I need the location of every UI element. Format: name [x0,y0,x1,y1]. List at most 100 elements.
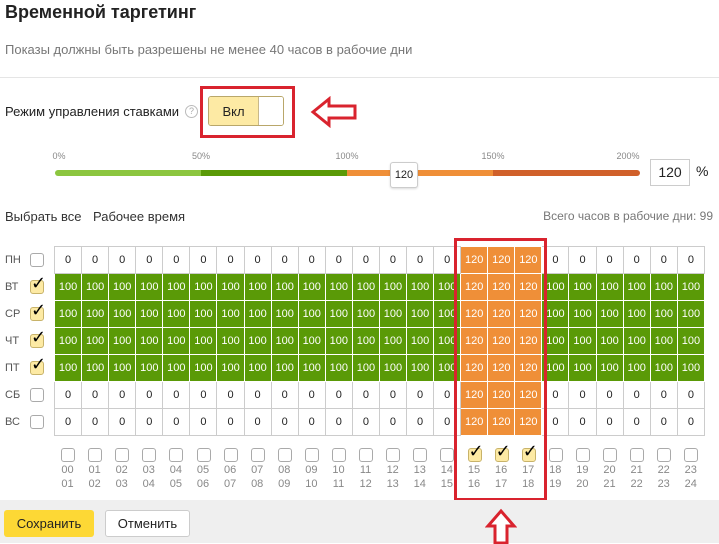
hour-cell[interactable]: 0 [189,246,218,274]
hour-checkbox[interactable] [115,448,130,462]
hour-cell[interactable]: 100 [568,327,597,355]
hour-cell[interactable]: 0 [270,381,299,409]
hour-cell[interactable]: 100 [406,300,435,328]
hour-cell[interactable]: 0 [297,246,326,274]
hour-cell[interactable]: 100 [81,273,110,301]
hour-checkbox[interactable] [359,448,374,462]
help-icon[interactable]: ? [185,105,198,118]
hour-cell[interactable]: 0 [135,381,164,409]
hour-cell[interactable]: 100 [568,300,597,328]
hour-cell[interactable]: 120 [514,354,543,382]
hour-cell[interactable]: 0 [243,408,272,436]
hour-cell[interactable]: 0 [622,246,651,274]
hour-cell[interactable]: 100 [297,327,326,355]
hour-cell[interactable]: 100 [243,300,272,328]
hour-cell[interactable]: 0 [135,408,164,436]
hour-checkbox[interactable] [494,441,511,462]
hour-cell[interactable]: 100 [108,354,137,382]
day-checkbox[interactable] [30,415,44,429]
day-checkbox[interactable] [30,300,46,321]
slider-handle[interactable]: 120 [390,162,418,188]
hour-checkbox[interactable] [684,448,699,462]
bid-mode-toggle[interactable]: Вкл [208,96,284,126]
hour-checkbox[interactable] [277,448,292,462]
hour-cell[interactable]: 0 [378,246,408,274]
day-checkbox[interactable] [30,354,46,375]
hour-cell[interactable]: 100 [676,300,706,328]
hour-cell[interactable]: 100 [108,273,137,301]
hour-cell[interactable]: 100 [622,354,651,382]
hour-cell[interactable]: 100 [243,354,272,382]
hour-cell[interactable]: 100 [676,273,706,301]
hour-cell[interactable]: 100 [324,327,353,355]
hour-cell[interactable]: 100 [216,300,245,328]
hour-cell[interactable]: 0 [622,381,651,409]
hour-cell[interactable]: 100 [568,273,597,301]
hour-cell[interactable]: 100 [189,300,218,328]
hour-cell[interactable]: 0 [595,408,624,436]
hour-cell[interactable]: 100 [135,354,164,382]
hour-cell[interactable]: 100 [622,273,651,301]
hour-cell[interactable]: 100 [595,300,624,328]
hour-checkbox[interactable] [169,448,184,462]
hour-cell[interactable]: 0 [649,408,678,436]
hour-cell[interactable]: 0 [595,246,624,274]
hour-cell[interactable]: 0 [378,381,408,409]
hour-checkbox[interactable] [88,448,103,462]
hour-cell[interactable]: 120 [514,408,543,436]
hour-cell[interactable]: 100 [351,300,380,328]
hour-cell[interactable]: 100 [270,327,299,355]
hour-cell[interactable]: 100 [649,327,678,355]
hour-cell[interactable]: 100 [81,300,110,328]
hour-cell[interactable]: 0 [568,246,597,274]
hour-cell[interactable]: 0 [649,246,678,274]
hour-checkbox[interactable] [603,448,617,462]
hour-checkbox[interactable] [467,441,484,462]
hour-cell[interactable]: 100 [270,300,299,328]
hour-checkbox[interactable] [521,441,538,462]
hour-cell[interactable]: 100 [676,327,706,355]
hour-cell[interactable]: 0 [297,408,326,436]
day-checkbox[interactable] [30,388,44,402]
hour-cell[interactable]: 120 [460,354,489,382]
hour-cell[interactable]: 100 [81,327,110,355]
hour-cell[interactable]: 100 [324,354,353,382]
hour-cell[interactable]: 100 [135,300,164,328]
hour-cell[interactable]: 0 [108,246,137,274]
hour-checkbox[interactable] [657,448,672,462]
hour-cell[interactable]: 0 [243,381,272,409]
hour-cell[interactable]: 100 [108,300,137,328]
hour-cell[interactable]: 100 [189,327,218,355]
hour-cell[interactable]: 0 [406,381,435,409]
hour-checkbox[interactable] [142,448,157,462]
hour-cell[interactable]: 0 [568,381,597,409]
hour-cell[interactable]: 0 [108,408,137,436]
hour-cell[interactable]: 100 [162,300,191,328]
hour-cell[interactable]: 100 [53,273,83,301]
hour-cell[interactable]: 100 [351,354,380,382]
hour-cell[interactable]: 100 [189,354,218,382]
hour-cell[interactable]: 0 [297,381,326,409]
hour-cell[interactable]: 100 [162,327,191,355]
hour-checkbox[interactable] [413,448,428,462]
hour-cell[interactable]: 0 [622,408,651,436]
hour-cell[interactable]: 100 [270,354,299,382]
hour-cell[interactable]: 0 [324,381,353,409]
hour-cell[interactable]: 100 [53,327,83,355]
hour-cell[interactable]: 0 [406,408,435,436]
hour-cell[interactable]: 0 [243,246,272,274]
percent-input[interactable]: 120 [650,159,690,186]
hour-cell[interactable]: 0 [162,246,191,274]
hour-cell[interactable]: 0 [270,246,299,274]
hour-cell[interactable]: 100 [378,273,408,301]
hour-checkbox[interactable] [386,448,401,462]
hour-cell[interactable]: 120 [460,273,489,301]
hour-cell[interactable]: 120 [514,327,543,355]
hour-cell[interactable]: 0 [568,408,597,436]
hour-cell[interactable]: 100 [378,300,408,328]
hour-cell[interactable]: 100 [135,273,164,301]
hour-cell[interactable]: 120 [460,408,489,436]
hour-cell[interactable]: 0 [351,408,380,436]
hour-cell[interactable]: 100 [162,273,191,301]
hour-cell[interactable]: 0 [406,246,435,274]
